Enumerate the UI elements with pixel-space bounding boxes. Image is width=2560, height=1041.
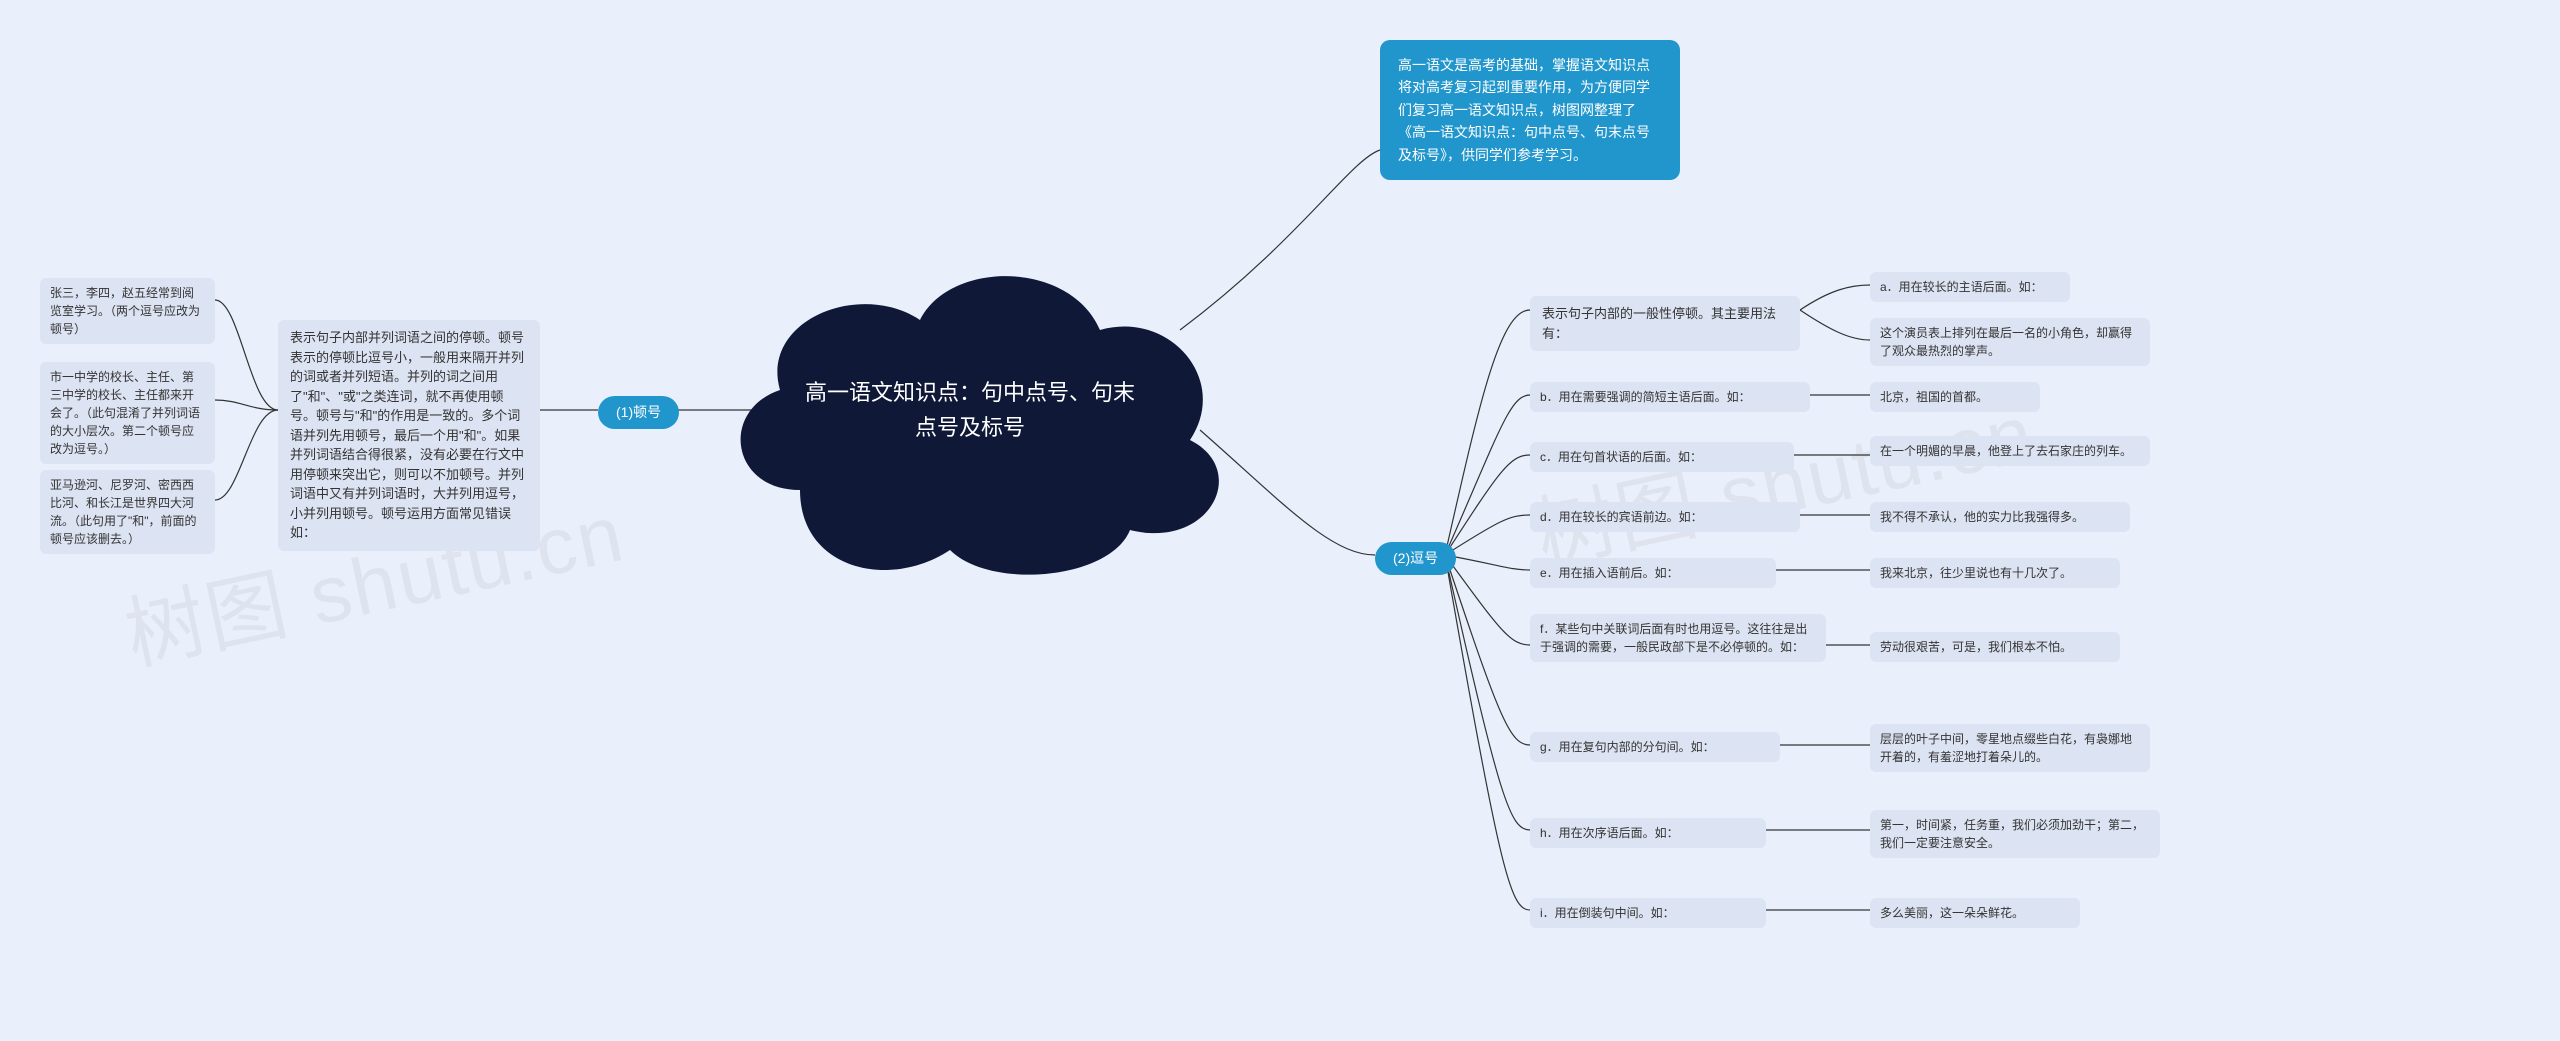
right-item-example: 我来北京，往少里说也有十几次了。: [1870, 558, 2120, 588]
branch-right[interactable]: (2)逗号: [1375, 542, 1456, 575]
left-example: 亚马逊河、尼罗河、密西西比河、和长江是世界四大河流。（此句用了"和"，前面的顿号…: [40, 470, 215, 554]
right-item-label: b．用在需要强调的简短主语后面。如：: [1530, 382, 1810, 412]
right-item-example: 北京，祖国的首都。: [1870, 382, 2040, 412]
right-desc: 表示句子内部的一般性停顿。其主要用法有：: [1530, 296, 1800, 351]
left-desc: 表示句子内部并列词语之间的停顿。顿号表示的停顿比逗号小，一般用来隔开并列的词或者…: [278, 320, 540, 551]
right-item-label: g．用在复句内部的分句间。如：: [1530, 732, 1780, 762]
right-item-example: 第一，时间紧，任务重，我们必须加劲干；第二，我们一定要注意安全。: [1870, 810, 2160, 858]
right-item-example: 劳动很艰苦，可是，我们根本不怕。: [1870, 632, 2120, 662]
center-title: 高一语文知识点：句中点号、句末点号及标号: [690, 230, 1250, 590]
right-item-label: f．某些句中关联词后面有时也用逗号。这往往是出于强调的需要，一般民政部下是不必停…: [1530, 614, 1826, 662]
right-item-example: 我不得不承认，他的实力比我强得多。: [1870, 502, 2130, 532]
right-item-example: 多么美丽，这一朵朵鲜花。: [1870, 898, 2080, 928]
right-item-label: e．用在插入语前后。如：: [1530, 558, 1776, 588]
right-item-example: 这个演员表上排列在最后一名的小角色，却赢得了观众最热烈的掌声。: [1870, 318, 2150, 366]
right-item-example: 在一个明媚的早晨，他登上了去石家庄的列车。: [1870, 436, 2150, 466]
right-item-label: a．用在较长的主语后面。如：: [1870, 272, 2070, 302]
right-item-label: i．用在倒装句中间。如：: [1530, 898, 1766, 928]
center-node: 高一语文知识点：句中点号、句末点号及标号: [690, 230, 1250, 590]
branch-left[interactable]: (1)顿号: [598, 396, 679, 429]
left-example: 市一中学的校长、主任、第三中学的校长、主任都来开会了。（此句混淆了并列词语的大小…: [40, 362, 215, 464]
right-item-example: 层层的叶子中间，零星地点缀些白花，有袅娜地开着的，有羞涩地打着朵儿的。: [1870, 724, 2150, 772]
left-example: 张三，李四，赵五经常到阅览室学习。（两个逗号应改为顿号）: [40, 278, 215, 344]
right-item-label: c．用在句首状语的后面。如：: [1530, 442, 1794, 472]
right-item-label: h．用在次序语后面。如：: [1530, 818, 1766, 848]
right-item-label: d．用在较长的宾语前边。如：: [1530, 502, 1800, 532]
intro-node: 高一语文是高考的基础，掌握语文知识点将对高考复习起到重要作用，为方便同学们复习高…: [1380, 40, 1680, 180]
